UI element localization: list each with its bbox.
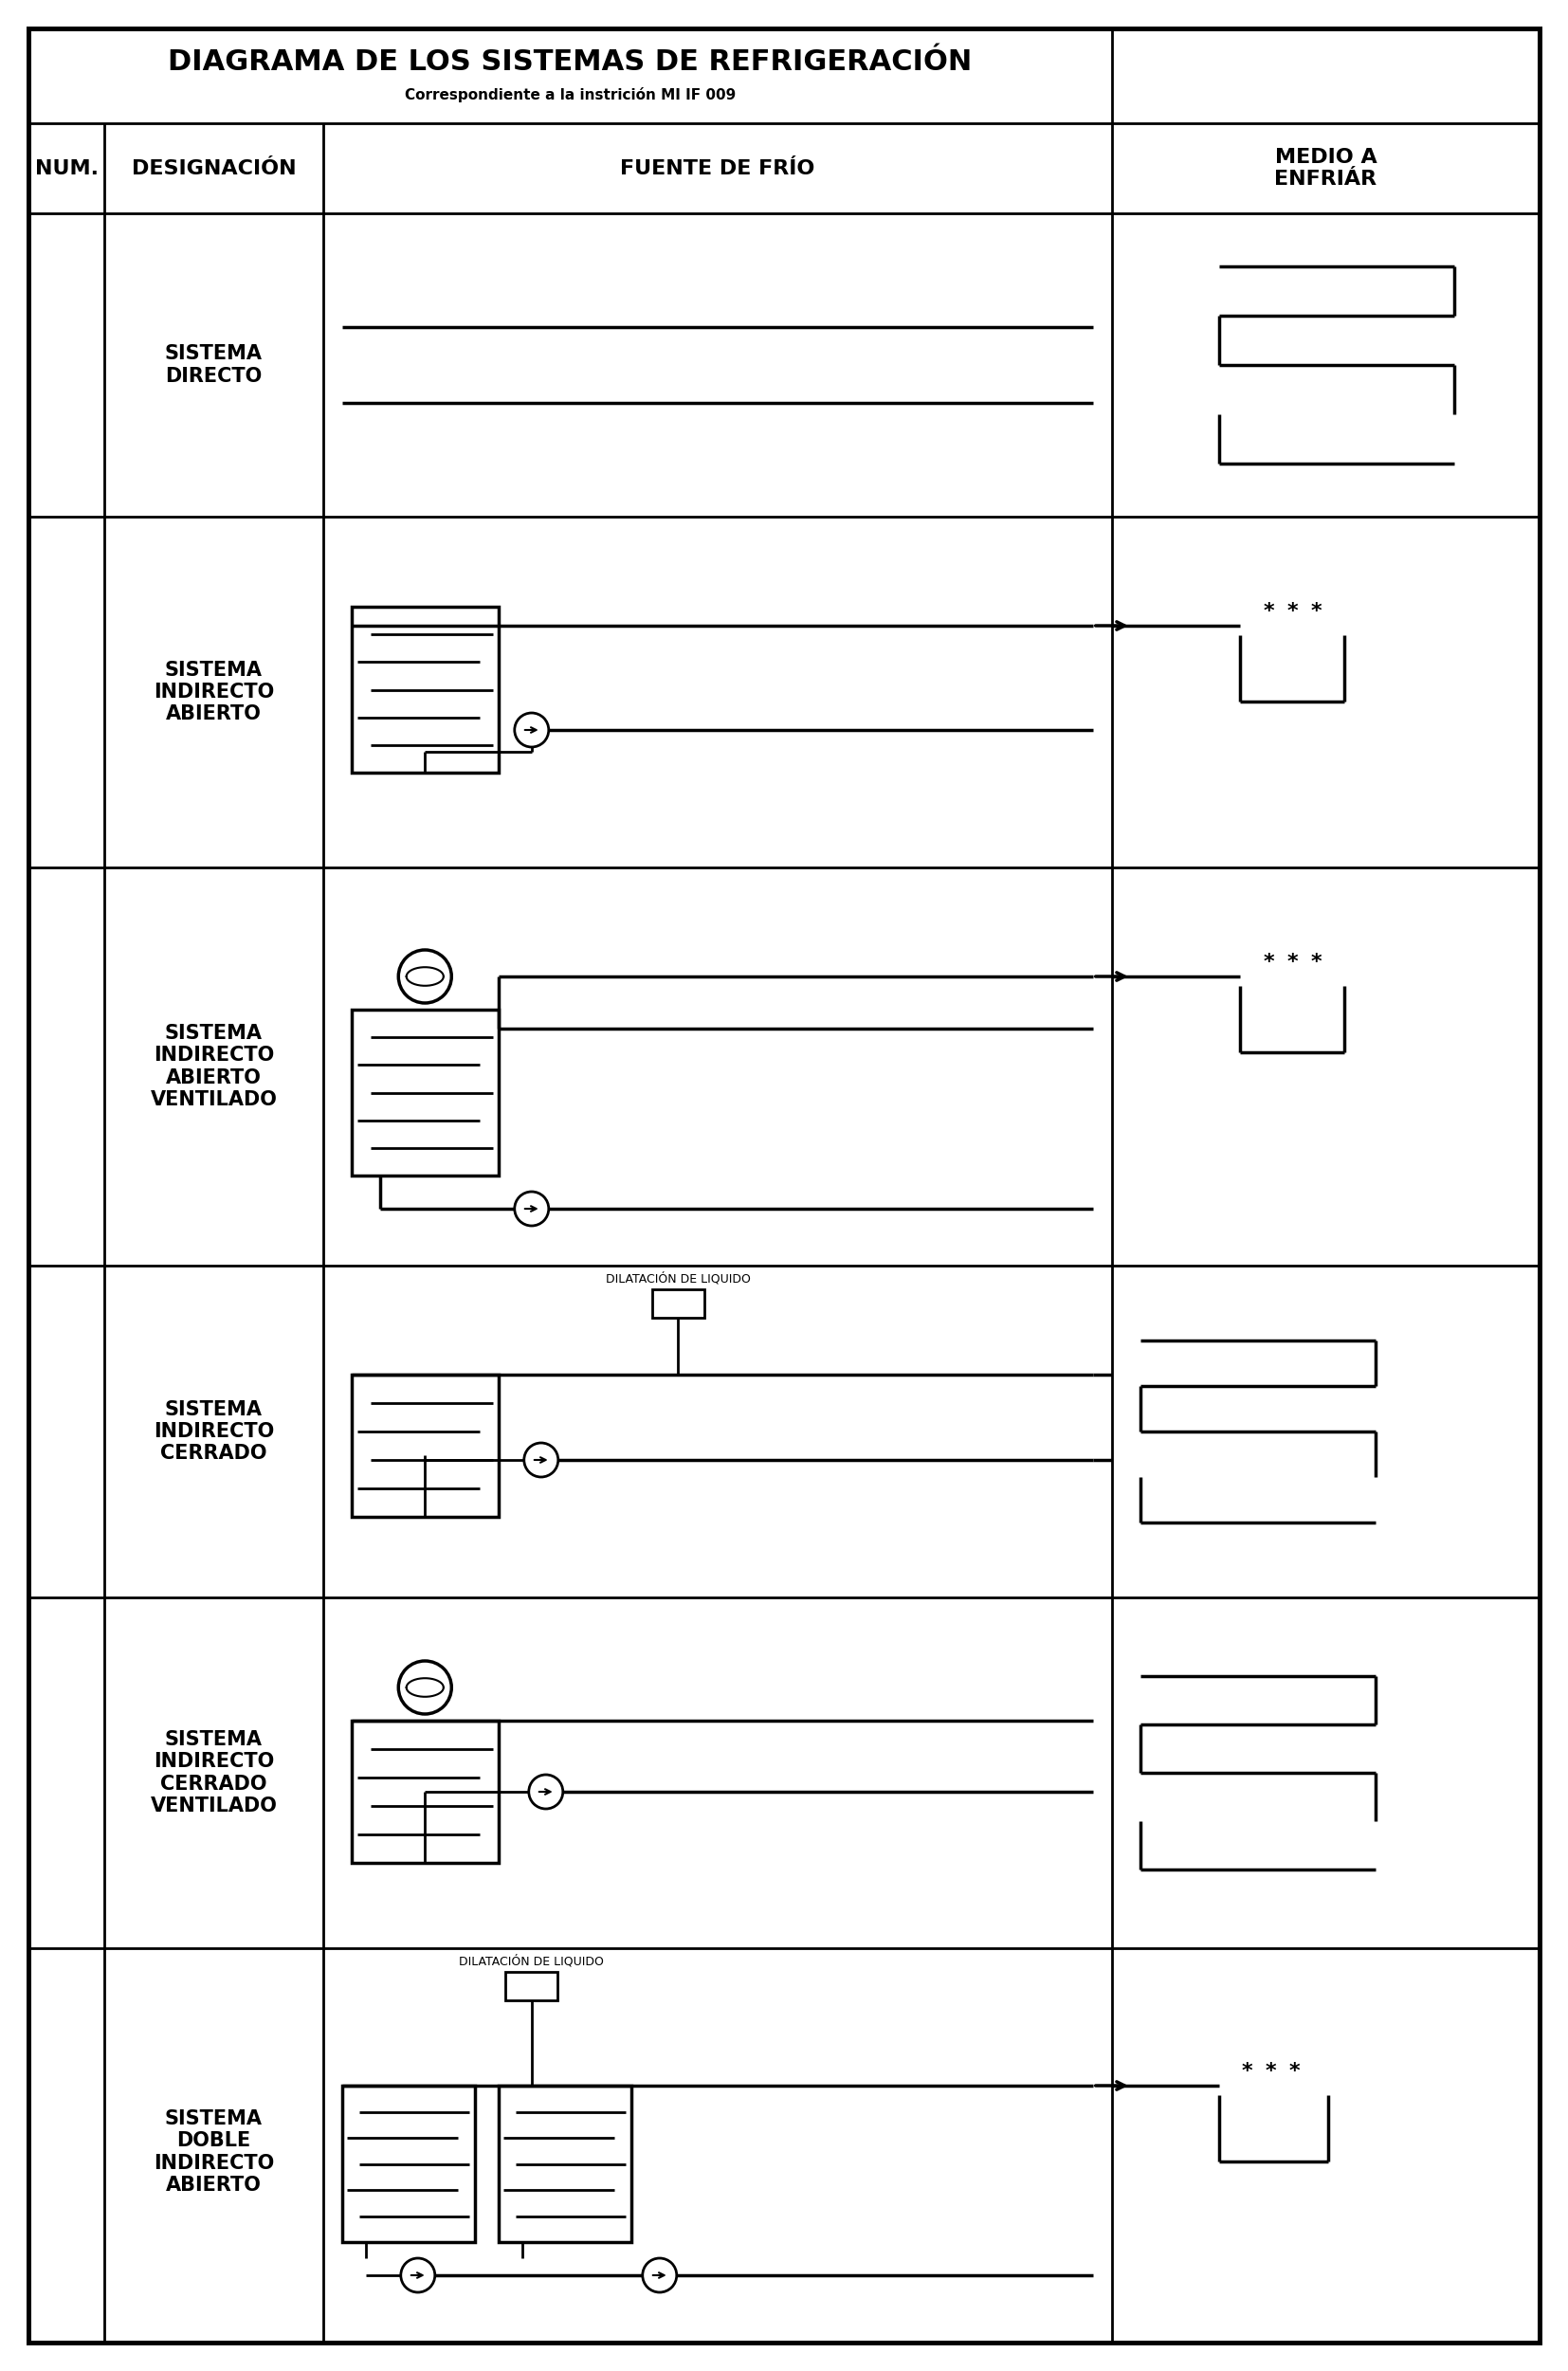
FancyBboxPatch shape	[351, 607, 499, 773]
FancyBboxPatch shape	[28, 28, 1540, 2343]
Text: SISTEMA
DOBLE
INDIRECTO
ABIERTO: SISTEMA DOBLE INDIRECTO ABIERTO	[154, 2110, 274, 2196]
Text: SISTEMA
DIRECTO: SISTEMA DIRECTO	[165, 344, 262, 386]
Text: *: *	[1311, 602, 1322, 621]
FancyBboxPatch shape	[351, 1721, 499, 1864]
Text: DIAGRAMA DE LOS SISTEMAS DE REFRIGERACIÓN: DIAGRAMA DE LOS SISTEMAS DE REFRIGERACIÓ…	[168, 47, 972, 76]
FancyBboxPatch shape	[652, 1290, 704, 1318]
Text: *: *	[1265, 2063, 1276, 2082]
FancyBboxPatch shape	[505, 1973, 558, 2001]
Text: *: *	[1264, 953, 1275, 972]
FancyBboxPatch shape	[499, 2086, 632, 2243]
Text: *: *	[1287, 953, 1298, 972]
Text: DESIGNACIÓN: DESIGNACIÓN	[132, 159, 296, 178]
Text: SISTEMA
INDIRECTO
CERRADO: SISTEMA INDIRECTO CERRADO	[154, 1399, 274, 1463]
Text: FUENTE DE FRÍO: FUENTE DE FRÍO	[619, 159, 815, 178]
FancyBboxPatch shape	[351, 1010, 499, 1176]
Text: *: *	[1264, 602, 1275, 621]
FancyBboxPatch shape	[28, 28, 1112, 123]
Text: SISTEMA
INDIRECTO
CERRADO
VENTILADO: SISTEMA INDIRECTO CERRADO VENTILADO	[151, 1731, 278, 1816]
Text: DILATACIÓN DE LIQUIDO: DILATACIÓN DE LIQUIDO	[605, 1271, 751, 1285]
FancyBboxPatch shape	[342, 2086, 475, 2243]
Text: *: *	[1289, 2063, 1300, 2082]
Text: NUM.: NUM.	[34, 159, 99, 178]
Text: Correspondiente a la instrición MI IF 009: Correspondiente a la instrición MI IF 00…	[405, 88, 735, 102]
Text: *: *	[1242, 2063, 1253, 2082]
Text: *: *	[1287, 602, 1298, 621]
Text: SISTEMA
INDIRECTO
ABIERTO
VENTILADO: SISTEMA INDIRECTO ABIERTO VENTILADO	[151, 1024, 278, 1110]
Text: MEDIO A
ENFRIÁR: MEDIO A ENFRIÁR	[1275, 147, 1377, 190]
Text: *: *	[1311, 953, 1322, 972]
FancyBboxPatch shape	[351, 1375, 499, 1517]
Text: SISTEMA
INDIRECTO
ABIERTO: SISTEMA INDIRECTO ABIERTO	[154, 662, 274, 723]
Text: DILATACIÓN DE LIQUIDO: DILATACIÓN DE LIQUIDO	[459, 1954, 604, 1968]
